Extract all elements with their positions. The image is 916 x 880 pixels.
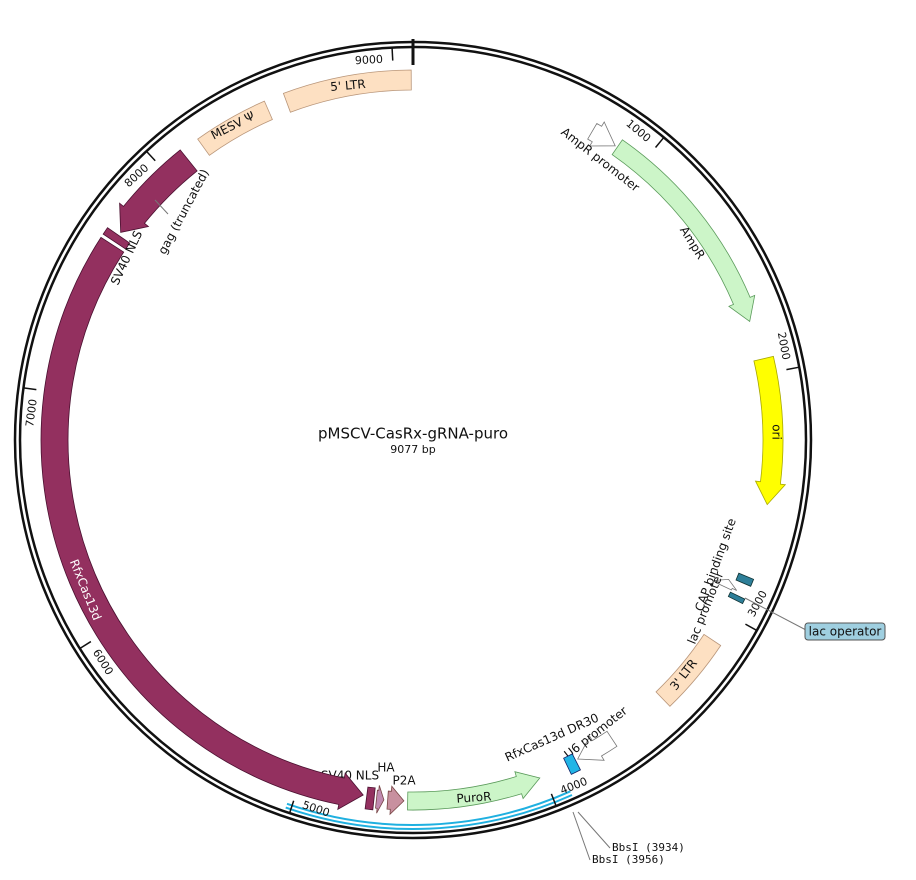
tick-mark [654,136,665,148]
feature-label: 5' LTR [330,77,367,94]
feature-shape [727,591,746,605]
feature-shape [655,633,722,707]
tick-mark [745,623,758,632]
feature-shape [119,149,198,233]
leader-line [572,811,591,861]
region-arc [286,790,571,826]
feature-shape [407,771,541,811]
feature-shape [735,572,755,587]
map-length: 9077 bp [390,443,435,456]
tick-mark [391,47,394,61]
tick-label: 9000 [355,53,384,67]
label-box [804,622,886,641]
feature-shape [611,139,756,323]
feature-shape [40,236,364,811]
feature-label: HA [377,761,395,775]
tick-label: 7000 [23,398,40,427]
tick-mark [550,793,557,807]
tick-mark [23,387,37,391]
site-label: BbsI (3934) [612,841,685,854]
tick-mark [288,800,295,814]
tick-label: 1000 [623,117,653,145]
feature-shape [375,785,385,814]
tick-mark [79,640,92,650]
feature-label: lac operator [809,625,882,639]
region-arc [285,794,573,831]
feature-shape [282,69,412,113]
leader-line [577,811,611,849]
feature-shape [577,730,618,761]
site-label: BbsI (3956) [592,853,665,866]
leader-line [744,597,807,631]
map-title: pMSCV-CasRx-gRNA-puro [318,425,508,443]
tick-mark [145,150,156,162]
feature-shape [563,753,582,775]
feature-label: ori [770,424,784,440]
tick-label: 2000 [775,331,793,361]
feature-shape [364,786,376,811]
feature-shape [102,227,131,250]
feature-shape [753,355,787,506]
feature-shape [713,578,738,591]
tick-mark [786,366,800,371]
feature-label: PuroR [456,789,492,805]
feature-shape [197,100,273,156]
feature-shape [587,121,616,147]
feature-label: P2A [392,774,416,788]
leader-line [154,199,169,215]
feature-shape [386,785,405,816]
